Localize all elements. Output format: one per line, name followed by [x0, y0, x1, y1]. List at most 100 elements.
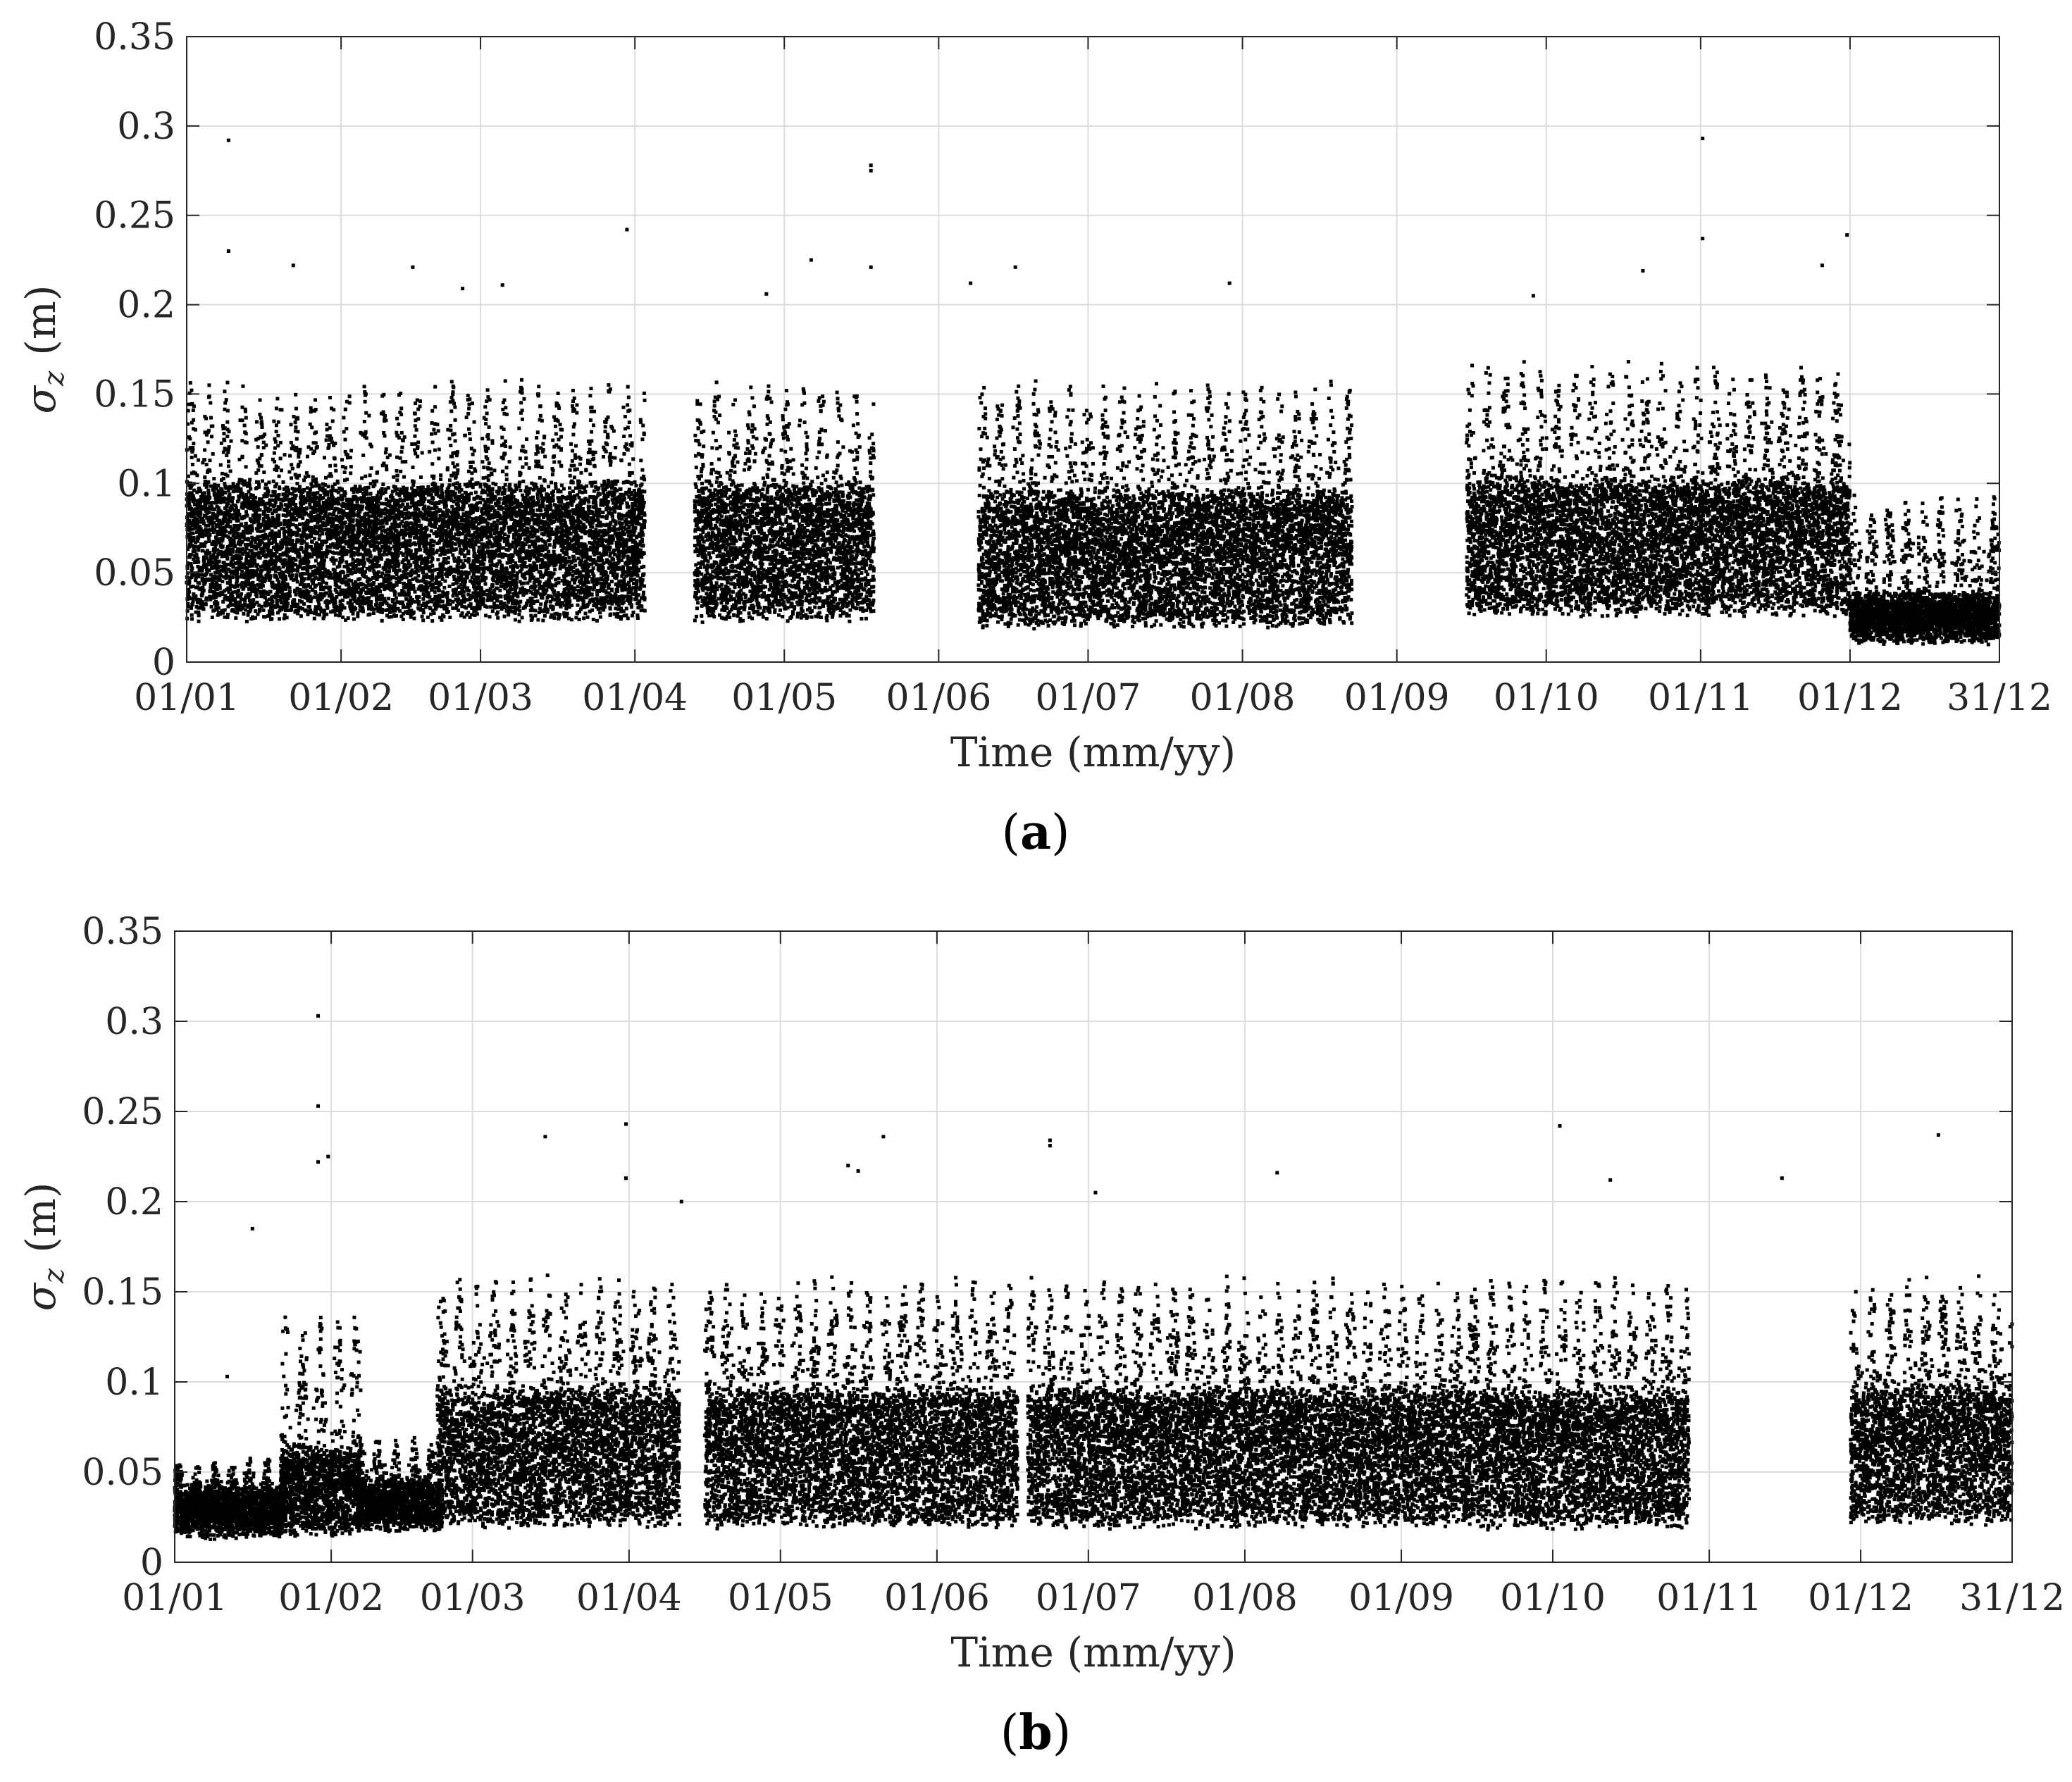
- scatter-point: [287, 533, 291, 537]
- scatter-point: [315, 504, 318, 507]
- scatter-point: [201, 532, 204, 536]
- scatter-point: [266, 516, 269, 519]
- scatter-point: [205, 516, 209, 520]
- scatter-point: [291, 444, 294, 448]
- scatter-point: [275, 397, 279, 401]
- scatter-point: [291, 532, 294, 535]
- scatter-point: [314, 584, 318, 587]
- scatter-point: [302, 530, 305, 534]
- scatter-point: [237, 607, 241, 611]
- scatter-point: [203, 475, 206, 479]
- scatter-point: [280, 586, 283, 590]
- scatter-point: [237, 511, 240, 515]
- scatter-point: [211, 583, 214, 587]
- scatter-point: [247, 587, 251, 590]
- scatter-point: [294, 446, 298, 449]
- scatter-point: [225, 435, 229, 438]
- scatter-point: [197, 620, 201, 623]
- scatter-point: [298, 451, 302, 454]
- scatter-point: [296, 566, 299, 570]
- scatter-point: [290, 513, 294, 516]
- scatter-point: [211, 501, 214, 504]
- scatter-point: [205, 598, 209, 602]
- scatter-point: [212, 477, 216, 480]
- scatter-point: [305, 499, 309, 502]
- scatter-point: [287, 471, 291, 474]
- scatter-point: [310, 506, 314, 509]
- scatter-point: [190, 566, 194, 570]
- scatter-point: [204, 541, 208, 544]
- scatter-point: [312, 441, 316, 444]
- scatter-point: [192, 489, 196, 492]
- scatter-point: [217, 571, 221, 575]
- scatter-point: [247, 490, 251, 494]
- scatter-point: [279, 456, 283, 460]
- scatter-point: [262, 549, 266, 553]
- scatter-point: [258, 457, 261, 461]
- scatter-point: [263, 596, 267, 599]
- scatter-point: [209, 459, 212, 462]
- scatter-point: [254, 609, 257, 613]
- scatter-point: [275, 566, 279, 570]
- scatter-point: [285, 494, 289, 497]
- scatter-point: [235, 580, 239, 583]
- scatter-point: [231, 590, 235, 594]
- scatter-point: [271, 568, 274, 571]
- scatter-point: [244, 514, 248, 518]
- scatter-point: [253, 569, 256, 573]
- scatter-point: [225, 398, 228, 401]
- scatter-point: [211, 609, 215, 613]
- scatter-point: [296, 417, 299, 420]
- scatter-point: [228, 544, 231, 548]
- scatter-point: [197, 506, 200, 509]
- scatter-point: [230, 500, 234, 504]
- scatter-point: [205, 482, 209, 486]
- scatter-point: [311, 451, 315, 455]
- scatter-point: [261, 435, 265, 438]
- scatter-point: [257, 553, 261, 556]
- scatter-point: [283, 531, 286, 535]
- scatter-point: [315, 515, 318, 518]
- scatter-point: [206, 563, 209, 566]
- scatter-point: [192, 545, 196, 549]
- scatter-point: [240, 523, 243, 526]
- scatter-point: [292, 523, 295, 526]
- scatter-point: [303, 609, 306, 612]
- scatter-point: [306, 605, 310, 609]
- scatter-point: [229, 470, 232, 473]
- scatter-point: [270, 596, 273, 599]
- scatter-point: [200, 573, 204, 576]
- scatter-point: [192, 418, 195, 422]
- scatter-point: [273, 504, 277, 507]
- scatter-point: [302, 583, 306, 587]
- scatter-point: [244, 596, 247, 599]
- scatter-point: [226, 605, 230, 609]
- scatter-point: [223, 408, 226, 411]
- scatter-point: [261, 500, 264, 504]
- scatter-point: [298, 486, 302, 490]
- scatter-point: [252, 496, 256, 499]
- scatter-point: [247, 610, 250, 613]
- scatter-point: [210, 605, 213, 609]
- scatter-point: [247, 538, 250, 542]
- scatter-point: [198, 587, 201, 591]
- scatter-point: [297, 552, 301, 556]
- scatter-point: [262, 519, 266, 523]
- scatter-point: [200, 569, 204, 573]
- scatter-point: [270, 494, 273, 497]
- scatter-point: [222, 438, 225, 442]
- scatter-point: [221, 600, 225, 604]
- scatter-point: [299, 614, 303, 618]
- scatter-point: [294, 577, 298, 580]
- scatter-point: [301, 516, 304, 520]
- scatter-point: [235, 490, 238, 493]
- scatter-point: [309, 423, 312, 426]
- scatter-point: [211, 425, 214, 428]
- scatter-point: [230, 485, 233, 489]
- scatter-point: [237, 526, 241, 530]
- scatter-point: [275, 558, 278, 561]
- scatter-point: [192, 549, 195, 553]
- scatter-point: [261, 554, 265, 557]
- scatter-point: [276, 444, 280, 447]
- scatter-point: [241, 598, 244, 602]
